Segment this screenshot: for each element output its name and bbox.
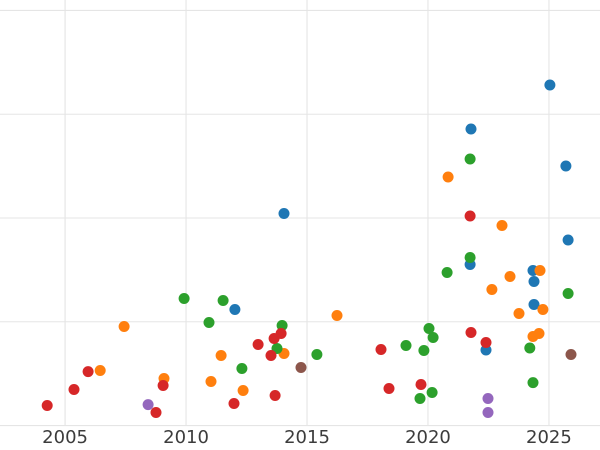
data-point-orange — [442, 171, 454, 183]
data-point-orange — [513, 308, 525, 319]
data-point-green — [426, 387, 438, 398]
data-point-purple — [142, 399, 154, 411]
data-point-orange — [237, 385, 249, 396]
data-point-orange — [534, 265, 546, 276]
data-point-red — [68, 384, 80, 395]
data-point-green — [203, 317, 215, 328]
x-tick-label: 2005 — [42, 427, 88, 448]
data-point-blue — [528, 299, 540, 310]
data-point-blue — [560, 160, 572, 172]
data-point-red — [265, 350, 277, 361]
data-point-orange — [504, 271, 516, 282]
x-tick-label: 2010 — [163, 427, 209, 448]
data-point-blue — [465, 123, 477, 135]
data-point-orange — [215, 350, 227, 361]
data-point-purple — [482, 407, 494, 418]
data-point-orange — [496, 220, 508, 231]
data-point-orange — [533, 328, 545, 339]
data-point-red — [464, 210, 476, 222]
data-point-red — [465, 327, 477, 338]
data-point-red — [228, 398, 240, 409]
data-point-green — [562, 288, 574, 299]
data-point-red — [269, 390, 281, 401]
data-point-orange — [331, 310, 343, 321]
data-point-green — [311, 349, 323, 360]
data-point-green — [400, 340, 412, 351]
data-point-red — [375, 344, 387, 355]
data-point-green — [276, 320, 288, 331]
data-point-green — [217, 295, 229, 306]
data-point-green — [418, 345, 430, 356]
data-point-green — [427, 332, 439, 343]
data-point-blue — [562, 234, 574, 246]
data-point-green — [527, 377, 539, 389]
x-tick-label: 2015 — [284, 427, 330, 448]
data-point-blue — [528, 276, 540, 287]
data-point-green — [414, 393, 426, 404]
data-point-red — [415, 379, 427, 390]
data-point-orange — [486, 284, 498, 295]
data-point-orange — [118, 321, 130, 332]
data-point-red — [150, 407, 162, 418]
x-tick-label: 2020 — [405, 427, 451, 448]
data-point-red — [275, 328, 287, 339]
data-point-orange — [537, 304, 549, 315]
data-point-purple — [482, 393, 494, 404]
data-point-blue — [278, 208, 290, 219]
data-point-red — [383, 383, 395, 394]
data-point-green — [236, 363, 248, 374]
data-point-red — [252, 339, 264, 350]
data-point-blue — [544, 79, 556, 91]
data-point-red — [157, 380, 169, 391]
x-tick-label: 2025 — [526, 427, 572, 448]
data-point-orange — [205, 376, 217, 387]
data-point-green — [464, 153, 476, 165]
data-point-green — [524, 342, 536, 354]
data-point-green — [464, 252, 476, 263]
data-point-brown — [295, 362, 307, 373]
data-point-red — [480, 337, 492, 348]
data-point-blue — [229, 304, 241, 315]
data-point-green — [441, 267, 453, 278]
data-point-red — [41, 400, 53, 411]
data-point-orange — [94, 365, 106, 376]
data-point-green — [178, 293, 190, 304]
data-point-red — [82, 366, 94, 378]
data-point-brown — [565, 349, 577, 360]
data-point-green — [423, 323, 435, 334]
